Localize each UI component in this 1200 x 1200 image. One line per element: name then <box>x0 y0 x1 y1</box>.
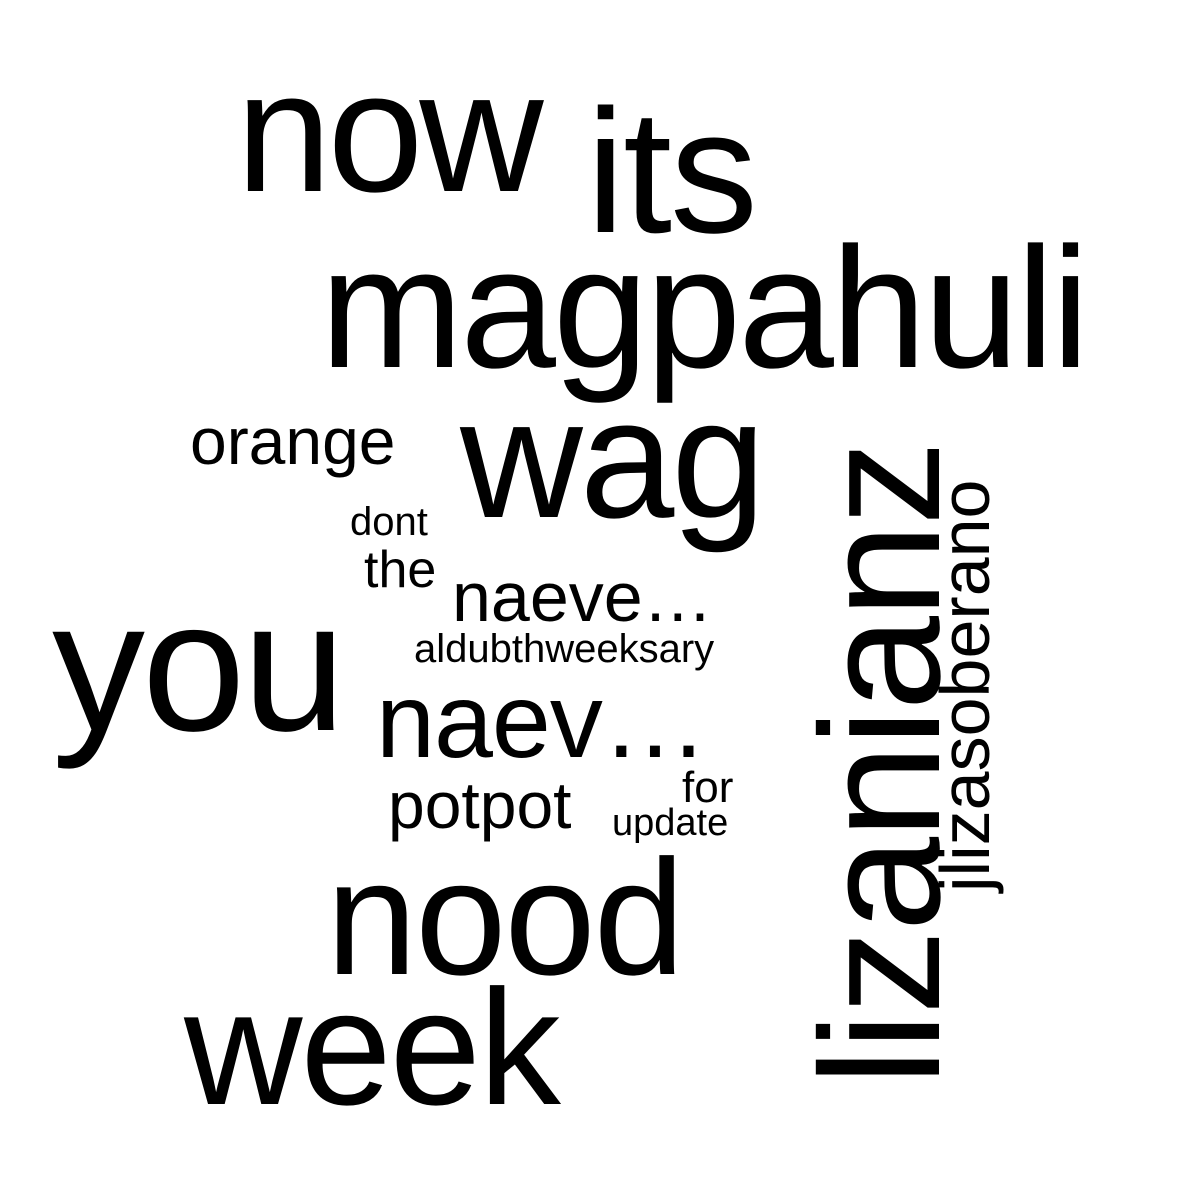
word-orange: orange <box>190 404 396 478</box>
word-the: the <box>364 541 437 599</box>
word-naev: naev… <box>376 662 708 780</box>
word-aldubthweeksary: aldubthweeksary <box>414 627 715 671</box>
word-jlizasoberano: jlizasoberano <box>926 479 1004 892</box>
word-now: now <box>236 36 544 228</box>
word-you: you <box>52 563 346 770</box>
word-magpahuli: magpahuli <box>320 212 1090 404</box>
word-dont: dont <box>350 500 428 544</box>
word-naeve: naeve… <box>452 558 713 636</box>
word-for: for <box>682 763 734 812</box>
word-update: update <box>612 802 729 844</box>
word-its: its <box>586 74 758 270</box>
word-nood: nood <box>326 826 685 1009</box>
word-week: week <box>184 956 561 1139</box>
word-wag: wag <box>460 364 766 554</box>
word-potpot: potpot <box>388 768 572 842</box>
